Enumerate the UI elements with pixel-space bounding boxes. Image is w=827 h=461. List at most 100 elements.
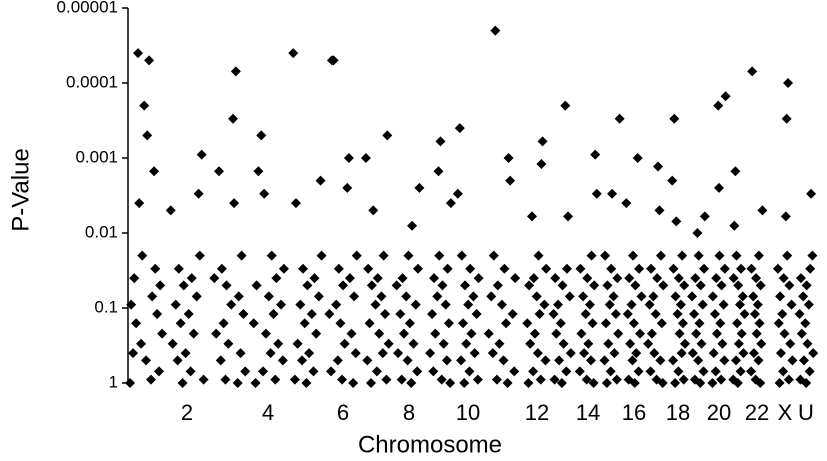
snp-point: [472, 309, 482, 319]
snp-point: [505, 176, 515, 186]
y-tick-label: 0.00001: [57, 0, 118, 16]
snp-point: [740, 309, 750, 319]
snp-point: [734, 339, 744, 349]
snp-point: [414, 183, 424, 193]
snp-point: [152, 309, 162, 319]
snp-point: [621, 198, 631, 208]
snp-point: [775, 291, 785, 301]
snp-point: [774, 318, 784, 328]
snp-point: [493, 280, 503, 290]
snp-point: [259, 189, 269, 199]
snp-point: [351, 348, 361, 358]
snp-point: [798, 291, 808, 301]
snp-point: [494, 339, 504, 349]
snp-point: [327, 55, 337, 65]
snp-point: [808, 348, 818, 358]
snp-point: [176, 318, 186, 328]
snp-point: [334, 264, 344, 274]
snp-point: [136, 339, 146, 349]
snp-point: [403, 251, 413, 261]
snp-point: [503, 378, 513, 388]
y-tick-label: 0.001: [75, 147, 118, 166]
snp-point: [731, 251, 741, 261]
snp-point: [711, 273, 721, 283]
snp-point: [253, 166, 263, 176]
snp-point: [366, 378, 376, 388]
snp-point: [340, 339, 350, 349]
snp-point: [752, 329, 762, 339]
snp-point: [796, 273, 806, 283]
snp-point: [316, 176, 326, 186]
snp-point: [367, 280, 377, 290]
snp-point: [266, 348, 276, 358]
snp-point: [155, 280, 165, 290]
snp-point: [181, 348, 191, 358]
snp-point: [669, 114, 679, 124]
snp-point: [649, 348, 659, 358]
snp-point: [441, 300, 451, 310]
snp-point: [803, 339, 813, 349]
snp-point: [612, 273, 622, 283]
snp-point: [154, 366, 164, 376]
snp-point: [308, 366, 318, 376]
snp-point: [264, 291, 274, 301]
snp-point: [406, 378, 416, 388]
snp-point: [563, 211, 573, 221]
snp-point: [536, 159, 546, 169]
snp-point: [302, 280, 312, 290]
snp-point: [556, 318, 566, 328]
snp-point: [146, 375, 156, 385]
snp-point: [378, 348, 388, 358]
snp-point: [194, 189, 204, 199]
snp-point: [688, 348, 698, 358]
snp-point: [667, 176, 677, 186]
snp-point: [692, 228, 702, 238]
snp-point: [606, 366, 616, 376]
snp-point: [233, 378, 243, 388]
snp-point: [459, 378, 469, 388]
snp-point: [612, 375, 622, 385]
snp-point: [700, 211, 710, 221]
snp-point: [717, 339, 727, 349]
snp-point: [559, 339, 569, 349]
snp-point: [443, 264, 453, 274]
snp-point: [453, 189, 463, 199]
snp-point: [413, 264, 423, 274]
snp-point: [671, 291, 681, 301]
snp-point: [461, 339, 471, 349]
snp-point: [674, 273, 684, 283]
snp-point: [435, 136, 445, 146]
snp-point: [234, 291, 244, 301]
snp-point: [508, 309, 518, 319]
snp-point: [258, 366, 268, 376]
snp-point: [432, 291, 442, 301]
snp-point: [600, 251, 610, 261]
snp-point: [534, 251, 544, 261]
snp-point: [317, 251, 327, 261]
snp-point: [715, 318, 725, 328]
snp-point: [651, 309, 661, 319]
snp-point: [371, 300, 381, 310]
snp-point: [446, 198, 456, 208]
snp-point: [144, 55, 154, 65]
snp-point: [691, 329, 701, 339]
snp-point: [444, 318, 454, 328]
snp-point: [131, 318, 141, 328]
snp-point: [657, 318, 667, 328]
snp-point: [384, 339, 394, 349]
snp-point: [363, 264, 373, 274]
snp-point: [670, 378, 680, 388]
snp-point: [729, 221, 739, 231]
snp-point: [342, 183, 352, 193]
snp-point: [530, 329, 540, 339]
snp-point: [456, 355, 466, 365]
snp-point: [527, 211, 537, 221]
snp-point: [699, 264, 709, 274]
snp-point: [587, 251, 597, 261]
snp-point: [747, 66, 757, 76]
snp-point: [297, 355, 307, 365]
snp-point: [754, 251, 764, 261]
snp-point: [382, 130, 392, 140]
snp-point: [490, 26, 500, 36]
snp-point: [501, 318, 511, 328]
